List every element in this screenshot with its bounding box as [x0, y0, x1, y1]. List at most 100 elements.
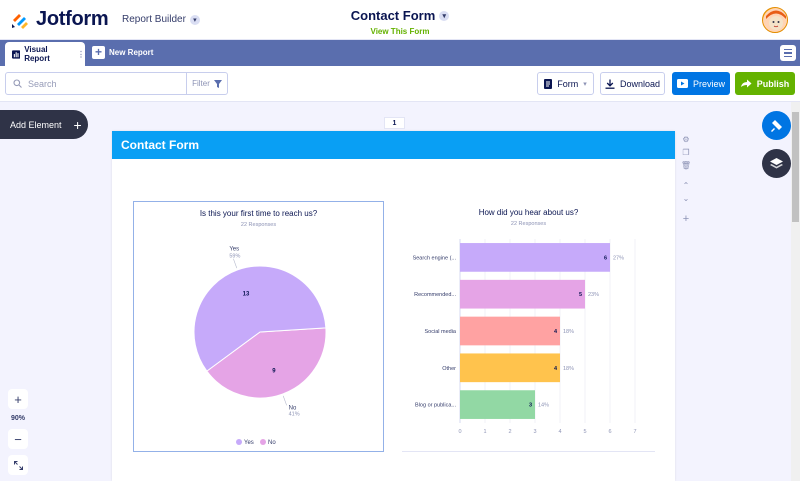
page-header-title[interactable]: Contact Form	[112, 131, 675, 159]
preview-icon	[676, 79, 688, 88]
page-side-tools: ⚙ ❐ 🗑 ⌃ ⌄ +	[678, 133, 694, 225]
y-category-label: Other	[442, 366, 456, 372]
filter-label: Filter	[192, 79, 210, 88]
x-tick-label: 3	[533, 429, 536, 435]
y-category-label: Social media	[425, 329, 457, 335]
chart-subtitle: 22 Responses	[240, 222, 277, 228]
bar[interactable]	[460, 390, 535, 419]
bar-percent-label: 14%	[538, 403, 549, 409]
search-placeholder: Search	[28, 78, 57, 89]
layers-button[interactable]	[762, 149, 791, 178]
tab-visual-report[interactable]: Visual Report ⋮	[5, 42, 85, 66]
tab-options-icon[interactable]: ⋮	[77, 49, 85, 59]
download-icon	[605, 79, 615, 89]
jotform-logo[interactable]: Jotform	[10, 8, 109, 31]
report-builder-label: Report Builder	[122, 14, 186, 25]
brush-icon	[771, 120, 782, 132]
trash-icon[interactable]: 🗑	[680, 161, 692, 170]
jotform-logo-icon	[12, 13, 28, 29]
publish-arrow-icon	[740, 79, 752, 88]
report-builder-dropdown[interactable]: Report Builder ▾	[122, 14, 200, 25]
legend-swatch	[260, 439, 266, 445]
download-label: Download	[619, 78, 661, 89]
add-element-label: Add Element	[10, 119, 62, 130]
hamburger-menu-icon[interactable]	[780, 45, 796, 61]
view-form-link[interactable]: View This Form	[370, 27, 430, 36]
legend-swatch	[236, 439, 242, 445]
y-category-label: Recommended...	[414, 292, 456, 298]
bar-chart-icon	[12, 49, 21, 59]
x-tick-label: 1	[483, 429, 486, 435]
new-report-label: New Report	[109, 48, 154, 57]
bar[interactable]	[460, 243, 610, 272]
publish-button[interactable]: Publish	[735, 72, 795, 95]
form-title-dropdown[interactable]: Contact Form ▾	[351, 8, 450, 23]
y-category-label: Search engine (...	[413, 255, 457, 261]
publish-label: Publish	[756, 78, 790, 89]
pie-slice-no[interactable]	[206, 327, 327, 399]
download-button[interactable]: Download	[600, 72, 665, 95]
zoom-out-button[interactable]: −	[8, 429, 28, 449]
chevron-up-icon[interactable]: ⌃	[682, 181, 690, 190]
chevron-down-icon[interactable]: ⌄	[682, 194, 690, 203]
layers-icon	[770, 157, 783, 168]
bar-chart-card[interactable]: How did you hear about us? 22 Responses …	[402, 201, 655, 452]
scrollbar-thumb[interactable]	[792, 112, 799, 222]
search-input[interactable]: Search	[5, 72, 187, 95]
chevron-down-icon: ▾	[583, 80, 587, 88]
bar-value-label: 4	[554, 366, 558, 372]
avatar[interactable]	[762, 7, 788, 33]
pie-value-label: 9	[272, 368, 276, 374]
y-category-label: Blog or publica...	[415, 403, 456, 409]
add-element-button[interactable]: Add Element +	[0, 110, 88, 139]
pie-chart-card[interactable]: Is this your first time to reach us? 22 …	[133, 201, 384, 452]
form-icon	[544, 78, 553, 89]
avatar-icon	[763, 8, 787, 32]
bar[interactable]	[460, 279, 585, 309]
copy-icon[interactable]: ❐	[682, 148, 690, 157]
scrollbar[interactable]	[791, 102, 800, 481]
bar[interactable]	[460, 353, 560, 383]
bar-chart: 0 1 2 3 4 5 6 7 Search engine (... 6 27% Recommende…	[413, 239, 637, 435]
preview-button[interactable]: Preview	[672, 72, 730, 95]
expand-icon[interactable]	[8, 455, 28, 475]
legend-label: No	[268, 440, 276, 446]
bar-percent-label: 23%	[588, 292, 599, 298]
chevron-down-icon: ▾	[189, 14, 200, 25]
bar-value-label: 3	[529, 403, 532, 409]
pie-leader-line	[282, 395, 287, 406]
report-page: Contact Form Is this your first time to …	[112, 131, 675, 481]
bar[interactable]	[460, 316, 560, 346]
logo-text: Jotform	[36, 8, 109, 30]
chart-title: Is this your first time to reach us?	[199, 209, 318, 218]
bar-percent-label: 18%	[563, 329, 574, 335]
x-tick-label: 5	[583, 429, 586, 435]
plus-icon: +	[73, 116, 82, 133]
zoom-in-button[interactable]: +	[8, 389, 28, 409]
pie-percent-label: 59%	[229, 254, 240, 260]
legend-label: Yes	[244, 440, 254, 446]
chart-title: How did you hear about us?	[478, 208, 579, 217]
form-button-label: Form	[557, 78, 579, 89]
search-icon	[13, 79, 22, 88]
toolbar: Search Filter Form ▾ Download Preview	[0, 66, 800, 102]
chart-subtitle: 22 Responses	[510, 221, 547, 227]
form-selector-button[interactable]: Form ▾	[537, 72, 594, 95]
pie-category-label: No	[289, 405, 297, 411]
x-tick-label: 6	[608, 429, 611, 435]
add-page-plus-icon[interactable]: +	[682, 212, 690, 225]
page-number[interactable]: 1	[384, 117, 405, 129]
top-header: Jotform Report Builder ▾ Contact Form ▾ …	[0, 0, 800, 40]
filter-button[interactable]: Filter	[186, 72, 228, 95]
report-tab-bar: Visual Report ⋮ + New Report	[0, 40, 800, 66]
new-report-button[interactable]: + New Report	[92, 46, 153, 59]
x-tick-label: 7	[633, 429, 636, 435]
bar-percent-label: 18%	[563, 366, 574, 372]
zoom-controls: + 90% −	[8, 389, 28, 475]
tab-visual-report-label: Visual Report	[24, 45, 50, 63]
gear-icon[interactable]: ⚙	[682, 135, 690, 144]
style-brush-button[interactable]	[762, 111, 791, 140]
bar-percent-label: 27%	[613, 255, 624, 261]
pie-slice-yes[interactable]	[193, 265, 327, 372]
